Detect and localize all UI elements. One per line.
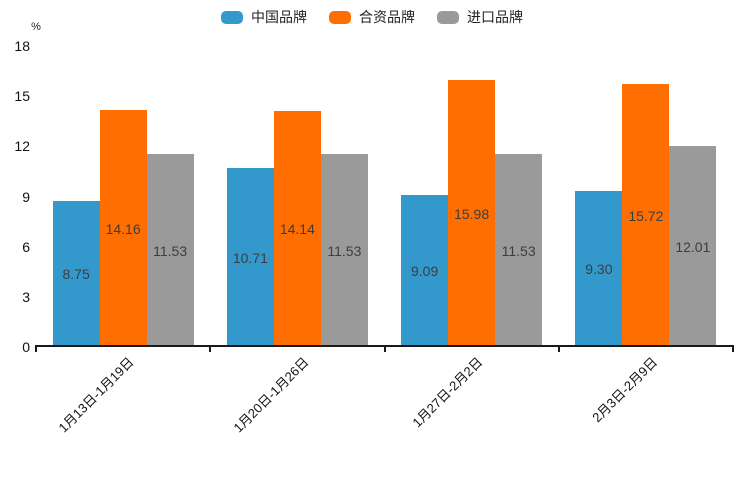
legend-item-label: 中国品牌 xyxy=(251,9,307,25)
x-tick-label: 2月3日-2月9日 xyxy=(588,354,660,426)
bar-value-label: 9.09 xyxy=(411,263,439,279)
x-tick-mark xyxy=(383,347,386,352)
bar-value-label: 11.53 xyxy=(327,242,362,259)
legend-item-label: 合资品牌 xyxy=(359,9,415,25)
legend-item[interactable]: 合资品牌 xyxy=(329,10,415,24)
x-tick-mark xyxy=(557,347,560,352)
legend-swatch-icon xyxy=(221,10,243,24)
bar xyxy=(146,154,194,347)
bar-value-label: 15.98 xyxy=(454,205,490,222)
bar xyxy=(52,201,100,347)
legend-item[interactable]: 进口品牌 xyxy=(437,10,523,24)
bar-value-label: 11.53 xyxy=(501,242,536,259)
bar xyxy=(273,111,321,347)
y-tick-label: 6 xyxy=(22,238,30,255)
bar xyxy=(448,80,496,347)
bar-value-label: 11.53 xyxy=(153,242,188,259)
legend-item[interactable]: 中国品牌 xyxy=(221,10,307,24)
y-tick-label: 15 xyxy=(14,88,30,105)
x-tick-mark xyxy=(732,347,734,352)
x-tick-label: 1月13日-1月19日 xyxy=(55,354,138,436)
bar xyxy=(226,168,274,347)
bar xyxy=(320,154,368,347)
x-axis-line xyxy=(35,345,734,347)
x-tick-label: 1月27日-2月2日 xyxy=(409,354,486,431)
y-tick-label: 0 xyxy=(22,339,30,355)
y-tick-label: 18 xyxy=(14,38,30,54)
bar xyxy=(669,146,717,347)
bar xyxy=(401,195,449,347)
bar-value-label: 8.75 xyxy=(62,266,90,282)
bar-value-label: 14.16 xyxy=(105,220,141,237)
bar-value-label: 15.72 xyxy=(628,207,664,224)
bar-value-label: 10.71 xyxy=(232,249,268,266)
bar xyxy=(622,84,670,347)
bar xyxy=(575,191,623,347)
y-tick-label: 3 xyxy=(22,288,30,305)
bar-value-label: 12.01 xyxy=(675,238,711,255)
x-tick-mark xyxy=(35,347,37,352)
y-tick-label: 9 xyxy=(22,188,30,205)
bar xyxy=(495,154,543,347)
legend-swatch-icon xyxy=(437,10,459,24)
y-axis-unit-label: % xyxy=(31,21,41,33)
y-tick-label: 12 xyxy=(14,138,30,155)
bar-value-label: 14.14 xyxy=(279,221,315,237)
bar xyxy=(99,110,147,347)
legend: 中国品牌 合资品牌 进口品牌 xyxy=(0,8,744,26)
bar-value-label: 9.30 xyxy=(585,261,613,277)
legend-swatch-icon xyxy=(329,10,351,24)
x-tick-label: 1月20日-1月26日 xyxy=(230,354,312,436)
x-tick-mark xyxy=(209,347,212,352)
legend-item-label: 进口品牌 xyxy=(467,9,523,25)
